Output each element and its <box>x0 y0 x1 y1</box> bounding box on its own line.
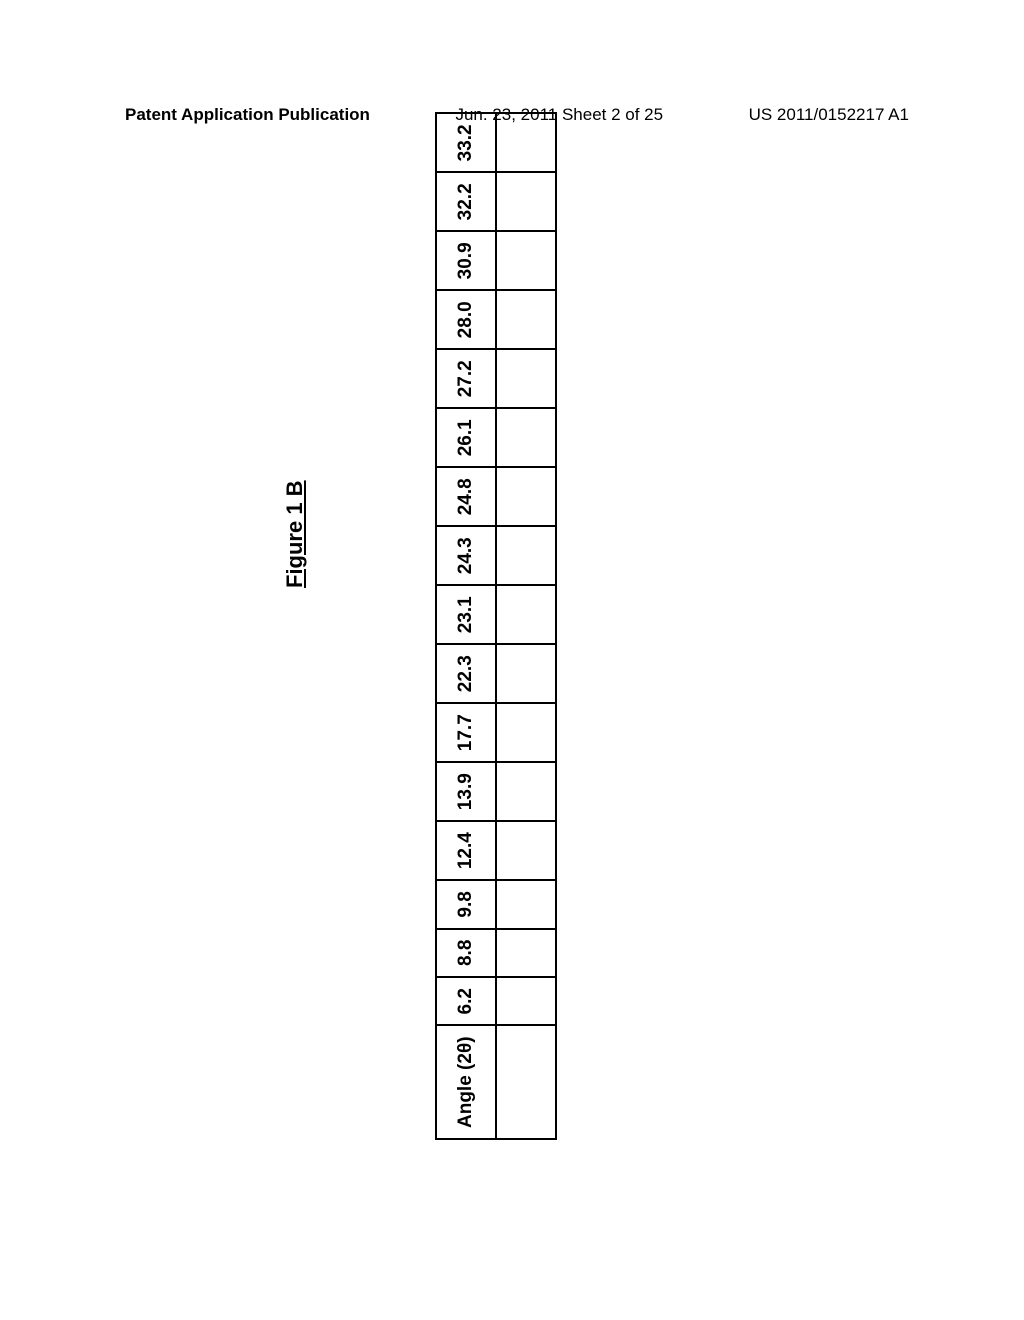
data-table-container: Angle (2θ) 6.2 8.8 9.8 12.4 13.9 17.7 22… <box>435 112 557 1140</box>
empty-cell <box>496 762 556 821</box>
empty-cell <box>496 880 556 928</box>
data-cell: 6.2 <box>436 977 496 1025</box>
header-publication-type: Patent Application Publication <box>125 105 370 125</box>
data-cell: 32.2 <box>436 172 496 231</box>
angle-data-table: Angle (2θ) 6.2 8.8 9.8 12.4 13.9 17.7 22… <box>435 112 557 1140</box>
empty-cell <box>496 821 556 880</box>
data-cell: 9.8 <box>436 880 496 928</box>
data-cell: 33.2 <box>436 113 496 172</box>
table-row <box>496 113 556 1139</box>
table-row: Angle (2θ) 6.2 8.8 9.8 12.4 13.9 17.7 22… <box>436 113 496 1139</box>
empty-cell <box>496 349 556 408</box>
data-cell: 26.1 <box>436 408 496 467</box>
data-cell: 24.8 <box>436 467 496 526</box>
data-cell: 28.0 <box>436 290 496 349</box>
empty-cell <box>496 290 556 349</box>
data-cell: 12.4 <box>436 821 496 880</box>
figure-label: Figure 1 B <box>282 480 308 588</box>
data-cell: 17.7 <box>436 703 496 762</box>
data-cell: 27.2 <box>436 349 496 408</box>
empty-cell <box>496 585 556 644</box>
row-label-cell: Angle (2θ) <box>436 1025 496 1139</box>
header-publication-number: US 2011/0152217 A1 <box>749 105 909 125</box>
data-cell: 22.3 <box>436 644 496 703</box>
empty-cell <box>496 231 556 290</box>
empty-cell <box>496 929 556 977</box>
empty-cell <box>496 113 556 172</box>
empty-cell <box>496 408 556 467</box>
empty-cell <box>496 1025 556 1139</box>
data-cell: 13.9 <box>436 762 496 821</box>
empty-cell <box>496 703 556 762</box>
empty-cell <box>496 526 556 585</box>
data-cell: 8.8 <box>436 929 496 977</box>
empty-cell <box>496 467 556 526</box>
data-cell: 24.3 <box>436 526 496 585</box>
empty-cell <box>496 644 556 703</box>
empty-cell <box>496 172 556 231</box>
data-cell: 23.1 <box>436 585 496 644</box>
data-cell: 30.9 <box>436 231 496 290</box>
empty-cell <box>496 977 556 1025</box>
